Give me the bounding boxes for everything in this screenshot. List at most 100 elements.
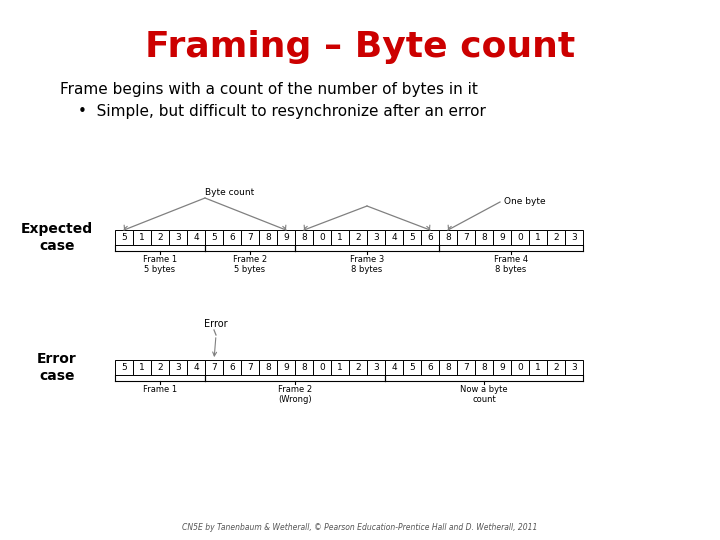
Text: 8: 8 xyxy=(301,233,307,242)
Text: 3: 3 xyxy=(571,233,577,242)
Bar xyxy=(187,360,205,375)
Text: Byte count: Byte count xyxy=(205,188,255,197)
Text: 9: 9 xyxy=(499,363,505,372)
Bar xyxy=(277,360,295,375)
Bar xyxy=(457,230,475,245)
Bar xyxy=(421,230,439,245)
Text: 8: 8 xyxy=(301,363,307,372)
Text: 1: 1 xyxy=(139,363,145,372)
Bar xyxy=(565,360,583,375)
Text: Frame 2
(Wrong): Frame 2 (Wrong) xyxy=(278,385,312,404)
Text: 3: 3 xyxy=(373,233,379,242)
Text: 5: 5 xyxy=(211,233,217,242)
Text: 0: 0 xyxy=(517,363,523,372)
Text: 2: 2 xyxy=(553,363,559,372)
Bar xyxy=(367,360,385,375)
Text: Frame 3
8 bytes: Frame 3 8 bytes xyxy=(350,255,384,274)
Bar xyxy=(241,360,259,375)
Text: Expected
case: Expected case xyxy=(21,222,93,253)
Text: 8: 8 xyxy=(481,233,487,242)
Text: 1: 1 xyxy=(139,233,145,242)
Text: 5: 5 xyxy=(409,233,415,242)
Text: Frame 4
8 bytes: Frame 4 8 bytes xyxy=(494,255,528,274)
Text: 1: 1 xyxy=(337,363,343,372)
Bar xyxy=(133,230,151,245)
Bar xyxy=(367,230,385,245)
Bar xyxy=(331,230,349,245)
Bar xyxy=(115,230,133,245)
Text: 3: 3 xyxy=(571,363,577,372)
Bar xyxy=(313,230,331,245)
Bar xyxy=(259,230,277,245)
Text: 2: 2 xyxy=(553,233,559,242)
Bar xyxy=(151,230,169,245)
Text: 2: 2 xyxy=(157,233,163,242)
Text: 9: 9 xyxy=(283,233,289,242)
Bar xyxy=(151,360,169,375)
Text: 5: 5 xyxy=(409,363,415,372)
Text: 7: 7 xyxy=(463,233,469,242)
Text: 4: 4 xyxy=(391,363,397,372)
Text: 8: 8 xyxy=(265,233,271,242)
Text: 8: 8 xyxy=(445,233,451,242)
Bar xyxy=(259,360,277,375)
Bar xyxy=(547,230,565,245)
Bar xyxy=(277,230,295,245)
Text: 9: 9 xyxy=(283,363,289,372)
Text: 7: 7 xyxy=(247,233,253,242)
Bar xyxy=(223,360,241,375)
Text: Error
case: Error case xyxy=(37,353,77,383)
Bar xyxy=(205,360,223,375)
Bar xyxy=(403,230,421,245)
Bar xyxy=(493,360,511,375)
Bar xyxy=(439,360,457,375)
Bar xyxy=(241,230,259,245)
Bar xyxy=(313,360,331,375)
Text: 4: 4 xyxy=(391,233,397,242)
Text: 1: 1 xyxy=(535,363,541,372)
Bar xyxy=(349,360,367,375)
Text: 4: 4 xyxy=(193,233,199,242)
Text: 6: 6 xyxy=(427,233,433,242)
Text: 6: 6 xyxy=(229,233,235,242)
Text: 0: 0 xyxy=(517,233,523,242)
Text: 7: 7 xyxy=(247,363,253,372)
Text: One byte: One byte xyxy=(504,198,546,206)
Text: •  Simple, but difficult to resynchronize after an error: • Simple, but difficult to resynchronize… xyxy=(78,104,486,119)
Text: Frame 2
5 bytes: Frame 2 5 bytes xyxy=(233,255,267,274)
Text: CN5E by Tanenbaum & Wetherall, © Pearson Education-Prentice Hall and D. Wetheral: CN5E by Tanenbaum & Wetherall, © Pearson… xyxy=(182,523,538,532)
Text: 2: 2 xyxy=(355,233,361,242)
Text: 8: 8 xyxy=(265,363,271,372)
Bar xyxy=(133,360,151,375)
Bar xyxy=(205,230,223,245)
Text: 2: 2 xyxy=(157,363,163,372)
Text: 3: 3 xyxy=(175,233,181,242)
Text: Frame 1
5 bytes: Frame 1 5 bytes xyxy=(143,255,177,274)
Bar xyxy=(385,360,403,375)
Text: 7: 7 xyxy=(463,363,469,372)
Text: 5: 5 xyxy=(121,233,127,242)
Text: Frame 1: Frame 1 xyxy=(143,385,177,394)
Text: 8: 8 xyxy=(445,363,451,372)
Text: 3: 3 xyxy=(373,363,379,372)
Text: Framing – Byte count: Framing – Byte count xyxy=(145,30,575,64)
Text: 0: 0 xyxy=(319,363,325,372)
Text: 6: 6 xyxy=(229,363,235,372)
Text: 1: 1 xyxy=(337,233,343,242)
Text: Error: Error xyxy=(204,319,228,329)
Text: 2: 2 xyxy=(355,363,361,372)
Bar xyxy=(565,230,583,245)
Bar xyxy=(511,230,529,245)
Text: Now a byte
count: Now a byte count xyxy=(460,385,508,404)
Text: Frame begins with a count of the number of bytes in it: Frame begins with a count of the number … xyxy=(60,82,478,97)
Bar xyxy=(421,360,439,375)
Bar xyxy=(187,230,205,245)
Text: 0: 0 xyxy=(319,233,325,242)
Text: 9: 9 xyxy=(499,233,505,242)
Bar xyxy=(115,360,133,375)
Text: 6: 6 xyxy=(427,363,433,372)
Bar xyxy=(385,230,403,245)
Text: 3: 3 xyxy=(175,363,181,372)
Bar xyxy=(547,360,565,375)
Bar xyxy=(493,230,511,245)
